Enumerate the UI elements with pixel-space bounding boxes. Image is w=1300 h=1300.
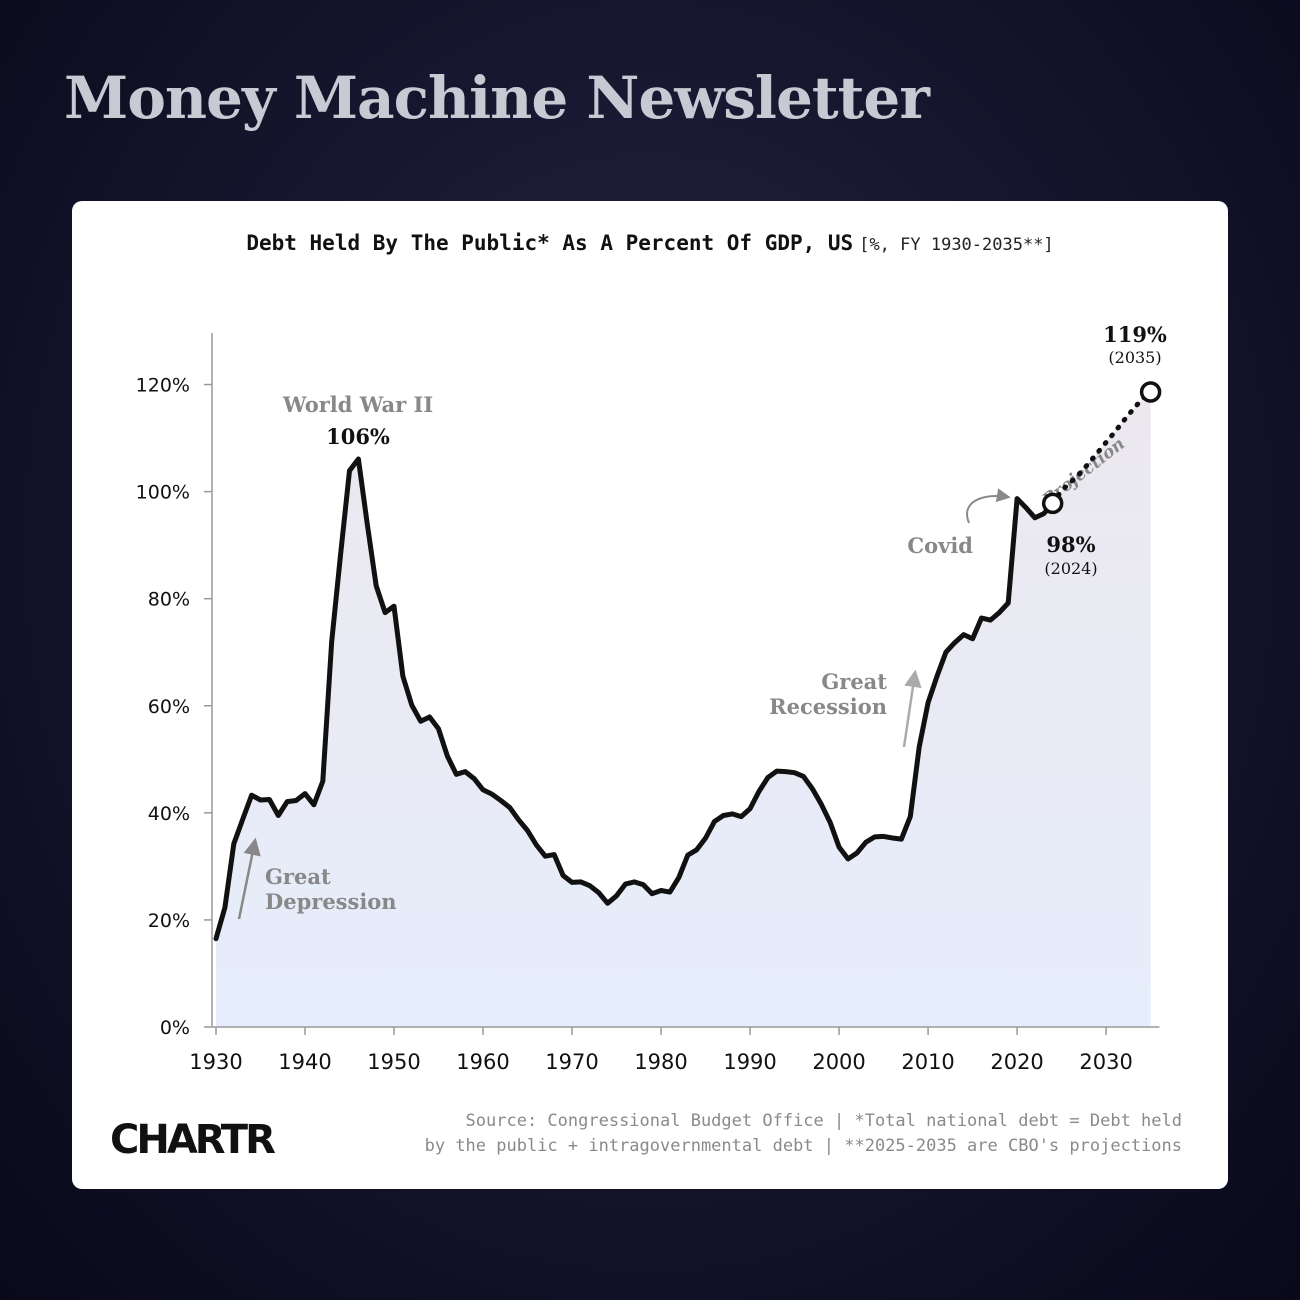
x-tick-label: 1940 — [278, 1050, 331, 1074]
x-tick-label: 1950 — [367, 1050, 420, 1074]
axes — [211, 333, 1160, 1028]
ww2-annotation: World War II — [282, 392, 433, 417]
x-tick-label: 2020 — [990, 1050, 1043, 1074]
ww2-value-label: 106% — [326, 424, 390, 449]
great-depression-label-2: Depression — [265, 889, 397, 914]
newsletter-title: Money Machine Newsletter — [64, 64, 930, 132]
covid-arrow — [966, 488, 1011, 524]
source-line-2: by the public + intragovernmental debt |… — [424, 1136, 1182, 1156]
chart-title-row: Debt Held By The Public* As A Percent Of… — [72, 231, 1228, 255]
source-line-1: Source: Congressional Budget Office | *T… — [465, 1111, 1182, 1131]
area-fill — [216, 392, 1151, 1027]
x-tick-label: 1980 — [634, 1050, 687, 1074]
x-tick-label: 1960 — [456, 1050, 509, 1074]
chart-title: Debt Held By The Public* As A Percent Of… — [246, 231, 854, 255]
x-tick-label: 1990 — [723, 1050, 776, 1074]
source-note: Source: Congressional Budget Office | *T… — [425, 1109, 1182, 1159]
tick-labels: 1930 1940 1950 1960 1970 1980 1990 2000 2010 2020… — [136, 375, 1133, 1074]
marker-2024 — [1041, 492, 1064, 515]
y-tick-label: 60% — [148, 696, 190, 718]
chartr-logo: CHARTR — [110, 1117, 276, 1163]
marker-2024-year: (2024) — [1044, 559, 1097, 578]
chart-card: Debt Held By The Public* As A Percent Of… — [72, 201, 1228, 1189]
marker-2035-value: 119% — [1103, 322, 1167, 347]
y-tick-label: 40% — [148, 803, 190, 825]
marker-2035-year: (2035) — [1108, 348, 1161, 367]
chart-subtitle: [%, FY 1930-2035**] — [859, 235, 1054, 255]
x-tick-label: 1970 — [545, 1050, 598, 1074]
great-recession-arrow — [902, 669, 922, 748]
great-depression-label-1: Great — [265, 864, 331, 889]
x-tick-label: 1930 — [189, 1050, 242, 1074]
line-chart: 1930 1940 1950 1960 1970 1980 1990 2000 2010 2020… — [136, 322, 1167, 1074]
great-recession-label-2: Recession — [769, 694, 887, 719]
series-line-historical — [213, 456, 1056, 942]
great-recession-label-1: Great — [821, 669, 887, 694]
x-tick-label: 2000 — [812, 1050, 865, 1074]
marker-2024-value: 98% — [1046, 532, 1095, 557]
y-tick-label: 0% — [160, 1017, 190, 1039]
x-tick-label: 2010 — [901, 1050, 954, 1074]
y-tick-label: 80% — [148, 589, 190, 611]
y-tick-label: 120% — [136, 375, 190, 397]
y-tick-label: 20% — [148, 910, 190, 932]
great-depression-arrow — [237, 837, 261, 920]
y-tick-label: 100% — [136, 482, 190, 504]
x-tick-label: 2030 — [1079, 1050, 1132, 1074]
covid-label: Covid — [907, 533, 973, 558]
marker-2035 — [1139, 381, 1162, 403]
